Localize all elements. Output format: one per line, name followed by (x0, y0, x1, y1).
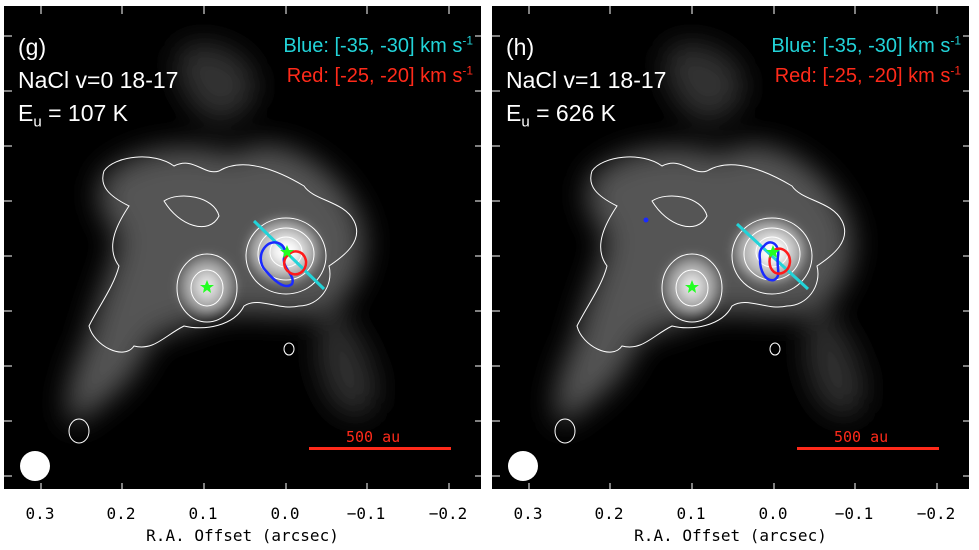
blue-velocity-legend: Blue: [-35, -30] km s-1 (771, 33, 961, 57)
x-tick-label: 0.1 (188, 504, 218, 523)
outflow-axis-line (735, 222, 810, 291)
scale-bar (309, 447, 451, 450)
beam-ellipse (20, 451, 50, 481)
red-velocity-legend: Red: [-25, -20] km s-1 (286, 63, 473, 87)
x-tick-label: 0.2 (106, 504, 136, 523)
scale-bar (797, 447, 939, 450)
x-axis-g: 0.3 0.2 0.1 0.0 −0.1 −0.2 R.A. Offset (a… (3, 490, 482, 550)
x-tick-label: −0.1 (346, 504, 386, 523)
panel-label: (h) (506, 34, 535, 60)
energy-label: Eu = 626 K (506, 100, 617, 131)
red-velocity-legend: Red: [-25, -20] km s-1 (774, 63, 961, 87)
x-tick-label: −0.2 (428, 504, 468, 523)
x-tick-label: 0.3 (25, 504, 55, 523)
star-marker (200, 280, 214, 293)
star-marker (766, 245, 780, 258)
transition-label: NaCl v=0 18-17 (18, 67, 179, 93)
x-axis-label: R.A. Offset (arcsec) (634, 526, 827, 545)
x-tick-label: 0.0 (270, 504, 300, 523)
x-tick-label: −0.2 (916, 504, 956, 523)
blue-contour (758, 241, 780, 282)
scale-bar-label: 500 au (346, 428, 401, 446)
tick-marks (4, 6, 481, 489)
energy-label: Eu = 107 K (18, 100, 129, 131)
panel-label: (g) (18, 34, 47, 60)
map-panel-h: (h) NaCl v=1 18-17 Eu = 626 K Blue: [-35… (491, 5, 970, 490)
x-axis-h: 0.3 0.2 0.1 0.0 −0.1 −0.2 R.A. Offset (a… (491, 490, 970, 550)
blue-contour (259, 241, 294, 288)
star-marker (280, 245, 294, 258)
x-tick-label: 0.2 (594, 504, 624, 523)
x-tick-label: 0.3 (513, 504, 543, 523)
map-panel-g: (g) NaCl v=0 18-17 Eu = 107 K Blue: [-35… (3, 5, 482, 490)
red-contour (283, 250, 308, 276)
scale-bar-label: 500 au (834, 428, 889, 446)
tick-marks (492, 6, 969, 489)
x-tick-label: 0.1 (676, 504, 706, 523)
x-tick-label: −0.1 (834, 504, 874, 523)
x-tick-label: 0.0 (758, 504, 788, 523)
intensity-map (492, 6, 969, 489)
intensity-map (4, 6, 481, 489)
transition-label: NaCl v=1 18-17 (506, 67, 667, 93)
red-contour (768, 247, 792, 275)
x-axis-label: R.A. Offset (arcsec) (146, 526, 339, 545)
star-marker (685, 280, 699, 293)
beam-ellipse (508, 451, 538, 481)
blue-velocity-legend: Blue: [-35, -30] km s-1 (283, 33, 473, 57)
blue-dot (643, 217, 649, 223)
